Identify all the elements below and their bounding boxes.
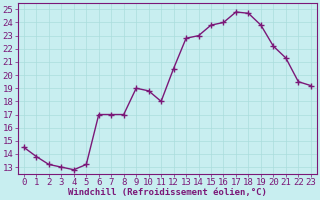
X-axis label: Windchill (Refroidissement éolien,°C): Windchill (Refroidissement éolien,°C) xyxy=(68,188,267,197)
